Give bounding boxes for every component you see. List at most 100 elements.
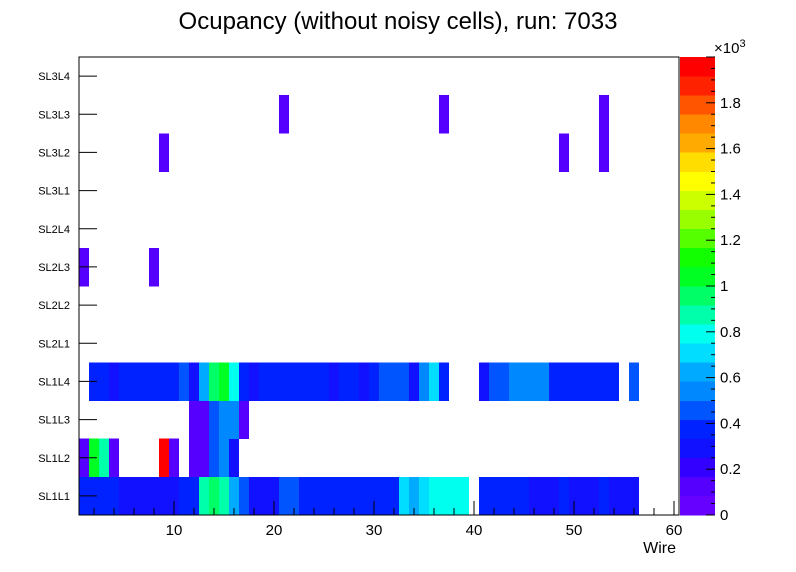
palette-swatch bbox=[680, 381, 715, 401]
palette-swatch bbox=[680, 400, 715, 420]
z-tick-label: 0.8 bbox=[720, 324, 741, 341]
heatmap-cell bbox=[119, 362, 179, 401]
heatmap-cell bbox=[239, 476, 249, 516]
color-palette-legend bbox=[680, 57, 715, 516]
heatmap-cell bbox=[89, 362, 109, 401]
z-multiplier-exponent: 3 bbox=[739, 38, 745, 50]
y-tick-label: SL2L3 bbox=[38, 262, 70, 274]
heatmap-cell bbox=[219, 362, 229, 401]
x-axis-label: Wire bbox=[643, 540, 676, 557]
heatmap-cell bbox=[239, 362, 249, 401]
y-tick-label: SL2L2 bbox=[38, 300, 70, 312]
heatmap-cell bbox=[99, 438, 109, 478]
palette-swatch bbox=[680, 209, 715, 230]
y-tick-label: SL3L1 bbox=[38, 186, 70, 198]
x-tick-label: 30 bbox=[366, 522, 383, 539]
heatmap-cell bbox=[479, 362, 489, 401]
heatmap-cell bbox=[279, 95, 289, 134]
z-tick-label: 1 bbox=[720, 278, 728, 295]
heatmap-cell bbox=[599, 476, 609, 516]
heatmap-cell bbox=[399, 476, 409, 516]
heatmap-cell bbox=[169, 438, 179, 478]
palette-swatch bbox=[680, 114, 715, 134]
x-tick-label: 50 bbox=[566, 522, 583, 539]
heatmap-cell bbox=[339, 362, 359, 401]
x-tick-label: 10 bbox=[166, 522, 183, 539]
palette-swatch bbox=[680, 228, 715, 249]
heatmap-cell bbox=[159, 133, 169, 172]
heatmap-cell bbox=[189, 438, 209, 478]
heatmap-cell bbox=[209, 400, 219, 439]
chart-title: Ocupancy (without noisy cells), run: 703… bbox=[179, 8, 618, 35]
palette-swatch bbox=[680, 362, 715, 382]
heatmap-cell bbox=[209, 438, 219, 478]
heatmap-cell bbox=[509, 362, 519, 401]
z-tick-label: 1.8 bbox=[720, 95, 741, 112]
heatmap-cell bbox=[219, 438, 229, 478]
y-tick-label: SL2L1 bbox=[38, 338, 70, 350]
palette-swatch bbox=[680, 76, 715, 96]
x-tick-label: 40 bbox=[466, 522, 483, 539]
heatmap-cell bbox=[189, 362, 199, 401]
heatmap-cell bbox=[229, 476, 239, 516]
z-tick-label: 1.4 bbox=[720, 186, 741, 203]
palette-swatch bbox=[680, 190, 715, 210]
heatmap-cell bbox=[419, 476, 429, 516]
heatmap-cell bbox=[479, 476, 529, 516]
x-axis: 10 20 30 40 50 60 bbox=[93, 501, 682, 539]
heatmap-cell bbox=[409, 476, 419, 516]
palette-swatch bbox=[680, 133, 715, 153]
heatmap-cell bbox=[409, 362, 419, 401]
heatmap-cell bbox=[219, 400, 229, 439]
y-tick-label: SL1L1 bbox=[38, 491, 70, 503]
palette-swatch bbox=[680, 171, 715, 191]
heatmap-cell bbox=[219, 476, 229, 516]
heatmap-cell bbox=[419, 362, 429, 401]
z-tick-label: 0.6 bbox=[720, 370, 741, 387]
plot-frame bbox=[78, 56, 680, 516]
palette-swatch bbox=[680, 457, 715, 478]
heatmap-cell bbox=[229, 400, 239, 439]
z-axis-multiplier: ×103 bbox=[714, 38, 746, 57]
heatmap-cell bbox=[559, 476, 569, 516]
heatmap-cell bbox=[519, 362, 549, 401]
heatmap-cells bbox=[79, 95, 639, 516]
heatmap-cell bbox=[369, 362, 379, 401]
palette-swatch bbox=[680, 305, 715, 325]
heatmap-cell bbox=[629, 362, 639, 401]
palette-swatch bbox=[680, 476, 715, 497]
heatmap-cell bbox=[599, 95, 609, 134]
palette-swatch bbox=[680, 247, 715, 268]
heatmap-cell bbox=[179, 476, 199, 516]
z-tick-label: 1.6 bbox=[720, 141, 741, 158]
z-tick-label: 0.4 bbox=[720, 415, 741, 432]
heatmap-cell bbox=[119, 476, 179, 516]
heatmap-cell bbox=[199, 362, 209, 401]
heatmap-cell bbox=[429, 476, 469, 516]
heatmap-cell bbox=[229, 438, 239, 478]
heatmap-cell bbox=[199, 476, 209, 516]
heatmap-cell bbox=[259, 362, 329, 401]
palette-swatch bbox=[680, 438, 715, 459]
heatmap-cell bbox=[379, 362, 409, 401]
heatmap-cell bbox=[489, 362, 509, 401]
heatmap-cell bbox=[429, 362, 439, 401]
heatmap-cell bbox=[249, 362, 259, 401]
z-axis: 0 0.2 0.4 0.6 0.8 1 1.2 1.4 1.6 1.8 bbox=[706, 56, 741, 524]
heatmap-cell bbox=[559, 133, 569, 172]
heatmap-cell bbox=[239, 400, 249, 439]
heatmap-cell bbox=[599, 133, 609, 172]
y-tick-label: SL2L4 bbox=[38, 224, 70, 236]
heatmap-cell bbox=[229, 362, 239, 401]
heatmap-cell bbox=[299, 476, 399, 516]
y-tick-label: SL3L2 bbox=[38, 147, 70, 159]
heatmap-cell bbox=[359, 362, 369, 401]
palette-swatch bbox=[680, 57, 715, 77]
y-tick-label: SL3L4 bbox=[38, 71, 70, 83]
palette-swatch bbox=[680, 495, 715, 516]
heatmap-cell bbox=[179, 362, 189, 401]
palette-swatch bbox=[680, 286, 715, 306]
heatmap-cell bbox=[549, 362, 619, 401]
heatmap-cell bbox=[439, 362, 449, 401]
palette-swatch bbox=[680, 419, 715, 439]
